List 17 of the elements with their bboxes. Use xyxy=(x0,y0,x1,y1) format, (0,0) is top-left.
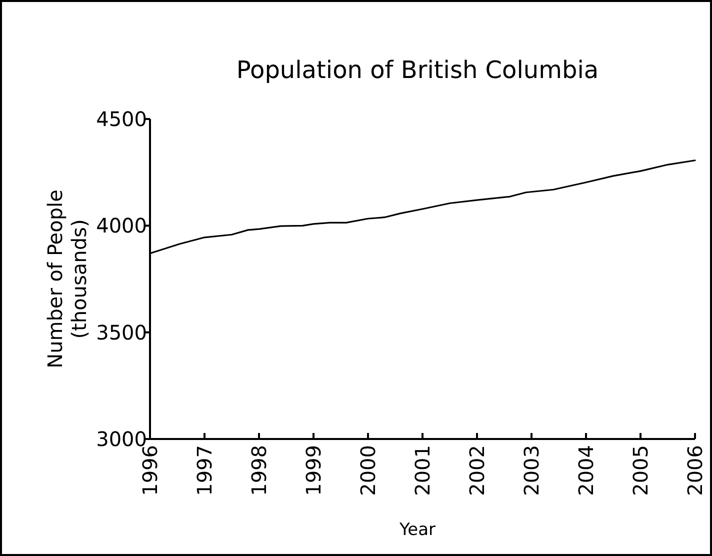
x-tick-label: 2002 xyxy=(465,445,489,496)
x-tick-label: 2006 xyxy=(683,445,707,496)
x-tick-label: 2003 xyxy=(520,445,544,496)
x-tick-label: 1997 xyxy=(192,445,216,496)
x-tick-label: 2000 xyxy=(356,445,380,496)
x-axis-title: Year xyxy=(398,520,436,540)
y-tick-label: 3500 xyxy=(96,320,147,344)
x-tick-label: 1996 xyxy=(138,445,162,496)
chart-title: Population of British Columbia xyxy=(236,56,599,84)
x-tick-label: 1999 xyxy=(302,445,326,496)
y-tick-label: 4500 xyxy=(96,107,147,131)
x-tick-label: 2005 xyxy=(628,445,652,496)
x-tick-label: 1998 xyxy=(247,445,271,496)
x-tick-label: 2004 xyxy=(574,445,598,496)
y-tick-label: 4000 xyxy=(96,214,147,238)
y-axis-title: Number of People (thousands) xyxy=(43,190,91,368)
x-tick-label: 2001 xyxy=(410,445,434,496)
